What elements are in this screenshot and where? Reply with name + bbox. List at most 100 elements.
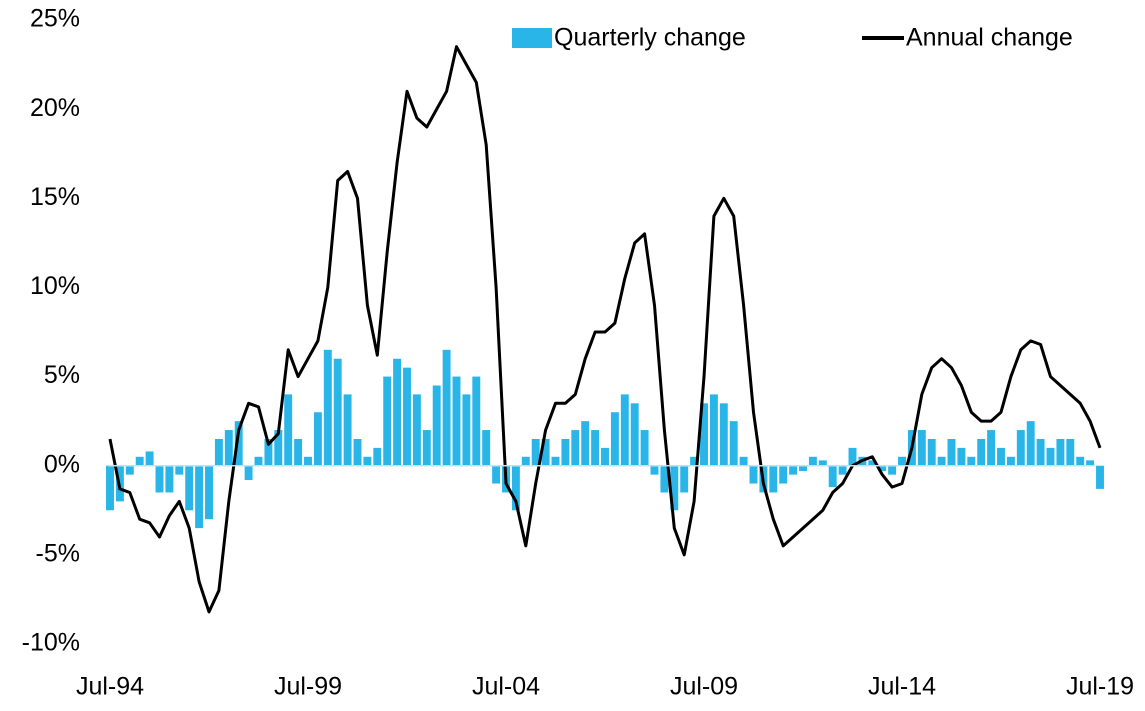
x-tick-label: Jul-99 <box>274 673 342 701</box>
bar <box>591 430 600 466</box>
bar <box>373 447 382 466</box>
bar <box>254 456 263 466</box>
bar <box>1026 421 1035 466</box>
bar <box>403 367 411 466</box>
bar <box>383 376 392 466</box>
bar <box>1096 465 1104 489</box>
bar <box>818 460 827 466</box>
bar <box>531 438 540 466</box>
bar <box>838 465 847 475</box>
bar <box>106 465 114 511</box>
bar <box>1086 460 1095 466</box>
bar <box>709 394 718 466</box>
bar <box>947 438 956 466</box>
bar <box>393 358 402 466</box>
bar <box>432 385 441 466</box>
bar <box>650 465 659 475</box>
y-tick-label: -10% <box>22 629 80 657</box>
bar <box>581 421 590 466</box>
bar <box>927 438 936 466</box>
bar <box>769 465 778 493</box>
bar <box>620 394 629 466</box>
bar <box>214 438 223 466</box>
bar <box>789 465 798 475</box>
bar <box>1076 456 1085 466</box>
y-tick-label: 10% <box>30 272 80 300</box>
bar <box>294 438 303 466</box>
bar <box>145 451 154 466</box>
bar <box>135 456 144 466</box>
bar <box>472 376 481 466</box>
bar <box>1016 430 1025 466</box>
bar <box>343 394 352 466</box>
bar <box>264 438 273 466</box>
bar <box>125 465 134 475</box>
bar <box>185 465 194 511</box>
bar <box>165 465 174 493</box>
bar <box>511 465 520 511</box>
line <box>108 45 1102 614</box>
bar <box>363 456 372 466</box>
bar <box>987 430 996 466</box>
bar <box>195 465 204 529</box>
bar <box>878 465 887 472</box>
bar <box>670 465 679 511</box>
bar <box>601 447 609 466</box>
bar <box>610 412 619 466</box>
bar <box>690 456 699 466</box>
y-tick-label: -5% <box>36 539 80 567</box>
y-tick-label: 25% <box>30 5 80 33</box>
bar <box>868 460 877 466</box>
bar <box>175 465 184 475</box>
legend-label: Annual change <box>906 24 1073 52</box>
bar <box>442 349 451 466</box>
bar <box>452 376 461 466</box>
legend-label: Quarterly change <box>554 24 746 52</box>
bar <box>808 456 817 466</box>
bar <box>848 447 857 466</box>
bar <box>274 430 283 466</box>
bar <box>749 465 758 484</box>
bar <box>244 465 253 480</box>
bar <box>1036 438 1045 466</box>
bar <box>680 465 689 493</box>
bar <box>313 412 322 466</box>
x-tick-label: Jul-19 <box>1066 673 1134 701</box>
bar <box>1066 438 1075 466</box>
y-tick-label: 0% <box>44 450 80 478</box>
bar <box>353 438 362 466</box>
bar <box>739 456 748 466</box>
bar <box>521 456 530 466</box>
bar <box>492 465 501 484</box>
x-tick-label: Jul-04 <box>472 673 540 701</box>
bar <box>957 447 966 466</box>
y-tick-label: 15% <box>30 183 80 211</box>
bar <box>1006 456 1015 466</box>
bar <box>323 349 332 466</box>
bar <box>462 394 471 466</box>
bar <box>898 456 906 466</box>
bar <box>1056 438 1065 466</box>
bar <box>561 438 570 466</box>
bar <box>640 430 649 466</box>
legend-swatch <box>512 28 552 48</box>
bar <box>779 465 788 484</box>
x-tick-label: Jul-09 <box>670 673 738 701</box>
bar <box>333 358 342 466</box>
bar <box>224 430 233 466</box>
y-tick-label: 20% <box>30 94 80 122</box>
bar <box>234 421 243 466</box>
bar <box>284 394 293 466</box>
bar <box>541 438 550 466</box>
bar <box>551 456 560 466</box>
bar <box>937 456 946 466</box>
bar <box>719 403 728 466</box>
bar <box>828 465 837 488</box>
bar <box>729 421 738 466</box>
bar <box>967 456 976 466</box>
x-tick-label: Jul-94 <box>76 673 144 701</box>
bar <box>799 465 807 472</box>
bar <box>700 403 708 466</box>
bar <box>205 465 213 520</box>
